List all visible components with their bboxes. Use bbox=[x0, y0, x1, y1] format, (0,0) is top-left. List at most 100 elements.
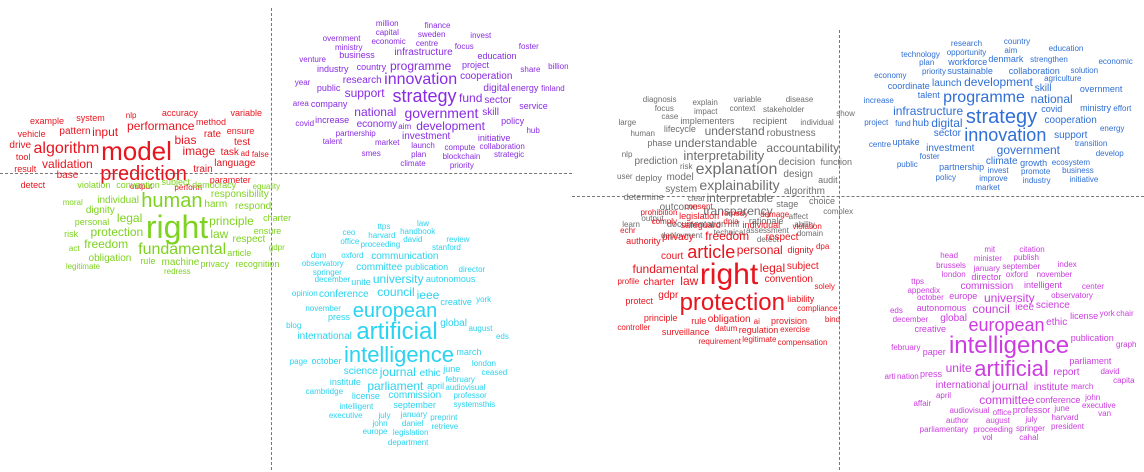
cloud-word: principle bbox=[643, 312, 678, 323]
cloud-word: august bbox=[468, 323, 493, 333]
cloud-word: skill bbox=[1034, 82, 1052, 94]
cloud-word: invest bbox=[470, 31, 492, 41]
cloud-word: john bbox=[372, 419, 388, 429]
cloud-word: march bbox=[456, 347, 482, 358]
cloud-word: gdpr bbox=[658, 290, 679, 302]
cloud-word: overnment bbox=[322, 34, 361, 44]
cloud-word: affair bbox=[913, 398, 932, 408]
cloud-word: variable bbox=[733, 95, 762, 105]
cloud-word: nlp bbox=[621, 149, 633, 159]
cloud-word: bias bbox=[174, 133, 197, 148]
cloud-word: protection bbox=[679, 288, 785, 316]
cloud-word: company bbox=[310, 98, 348, 109]
cloud-word: october bbox=[311, 356, 342, 367]
cloud-word: consent bbox=[684, 202, 713, 212]
cloud-word: human bbox=[141, 190, 203, 213]
cloud-word: law bbox=[680, 273, 699, 288]
cloud-word: invest bbox=[987, 165, 1009, 175]
cloud-word: springer bbox=[1016, 423, 1045, 433]
cloud-word: economy bbox=[356, 119, 398, 131]
cloud-word: comply bbox=[651, 216, 678, 226]
cloud-word: cooperation bbox=[460, 71, 513, 83]
cloud-word: science bbox=[1035, 299, 1070, 311]
cloud-word: large bbox=[618, 118, 637, 128]
cloud-word: rmf bbox=[727, 219, 740, 229]
cloud-word: july bbox=[1025, 414, 1038, 424]
cloud-word: investment bbox=[926, 142, 975, 154]
cloud-word: ministry bbox=[1080, 102, 1112, 113]
cloud-word: fund bbox=[895, 119, 911, 129]
cloud-word: machine bbox=[161, 256, 200, 268]
cloud-word: hub bbox=[912, 118, 929, 130]
cloud-word: graph bbox=[1116, 340, 1137, 350]
cloud-word: system bbox=[665, 184, 697, 195]
cloud-word: business bbox=[1062, 166, 1094, 176]
cloud-word: collaboration bbox=[1008, 65, 1060, 76]
cloud-word: david bbox=[403, 235, 423, 245]
cloud-word: london bbox=[471, 358, 496, 368]
cloud-word: provision bbox=[771, 315, 808, 326]
cloud-word: personal bbox=[74, 216, 110, 227]
cloud-word: sustainable bbox=[947, 65, 993, 76]
cloud-word: false bbox=[251, 149, 269, 159]
cloud-word: echr bbox=[620, 226, 636, 236]
cloud-word: ecosystem bbox=[1051, 157, 1091, 167]
cloud-word: intelligence bbox=[343, 341, 455, 367]
cloud-word: press bbox=[920, 368, 943, 379]
cloud-word: journal bbox=[379, 365, 416, 380]
cloud-word: prohibition bbox=[640, 208, 678, 218]
cloud-word: talent bbox=[322, 137, 343, 147]
cloud-word: council bbox=[972, 302, 1010, 317]
cloud-word: international bbox=[935, 380, 991, 392]
cloud-word: deployment bbox=[660, 230, 703, 240]
cloud-word: clear bbox=[687, 194, 706, 204]
cloud-word: european bbox=[352, 299, 438, 322]
cloud-word: growth bbox=[1020, 157, 1048, 168]
cloud-word: example bbox=[29, 116, 65, 127]
cloud-word: europe bbox=[362, 427, 388, 437]
cloud-word: case bbox=[661, 112, 679, 122]
cloud-word: press bbox=[327, 312, 350, 323]
cloud-word: equality bbox=[252, 181, 281, 191]
cloud-word: research bbox=[342, 74, 382, 86]
cloud-word: department bbox=[387, 437, 429, 447]
cloud-word: climate bbox=[400, 158, 426, 168]
cloud-word: explainability bbox=[699, 176, 780, 193]
cloud-word: handbook bbox=[400, 227, 436, 237]
cloud-word: freedom bbox=[705, 228, 750, 243]
cloud-word: executive bbox=[328, 410, 363, 420]
cloud-word: individual bbox=[97, 195, 139, 207]
cloud-word: algorithm bbox=[783, 186, 825, 198]
cloud-word: understand bbox=[704, 124, 765, 139]
cloud-word: focus bbox=[654, 103, 674, 113]
cloud-word: accuracy bbox=[161, 107, 198, 118]
cloud-word: global bbox=[940, 312, 967, 324]
cloud-word: centre bbox=[415, 38, 439, 48]
cloud-word: brussels bbox=[936, 260, 966, 270]
cloud-word: charter bbox=[263, 212, 292, 223]
cloud-word: arti bbox=[884, 371, 896, 381]
cloud-word: million bbox=[375, 19, 399, 29]
cloud-word: office bbox=[340, 237, 360, 247]
cloud-word: test bbox=[234, 137, 251, 149]
cloud-word: programme bbox=[389, 59, 452, 74]
cloud-word: foster bbox=[518, 41, 539, 51]
cloud-word: project bbox=[864, 118, 889, 128]
cloud-word: finland bbox=[541, 84, 565, 94]
cloud-word: digital bbox=[931, 116, 963, 131]
cloud-word: november bbox=[305, 303, 341, 313]
cloud-word: artificial bbox=[974, 355, 1049, 381]
cloud-word: national bbox=[1030, 92, 1073, 107]
cloud-word: ieee bbox=[416, 287, 440, 302]
cloud-word: individual bbox=[742, 220, 781, 231]
cloud-word: intelligence bbox=[948, 331, 1070, 359]
cloud-word: aim bbox=[1004, 45, 1018, 55]
cloud-word: context bbox=[729, 104, 756, 114]
cloud-word: right bbox=[145, 208, 209, 245]
cloud-word: harvard bbox=[368, 230, 396, 240]
cloud-word: conference bbox=[319, 288, 369, 300]
cloud-word: energy bbox=[510, 82, 539, 93]
cloud-word: user bbox=[617, 172, 633, 182]
cloud-word: uptake bbox=[892, 136, 920, 147]
cloud-word: university bbox=[984, 290, 1035, 305]
